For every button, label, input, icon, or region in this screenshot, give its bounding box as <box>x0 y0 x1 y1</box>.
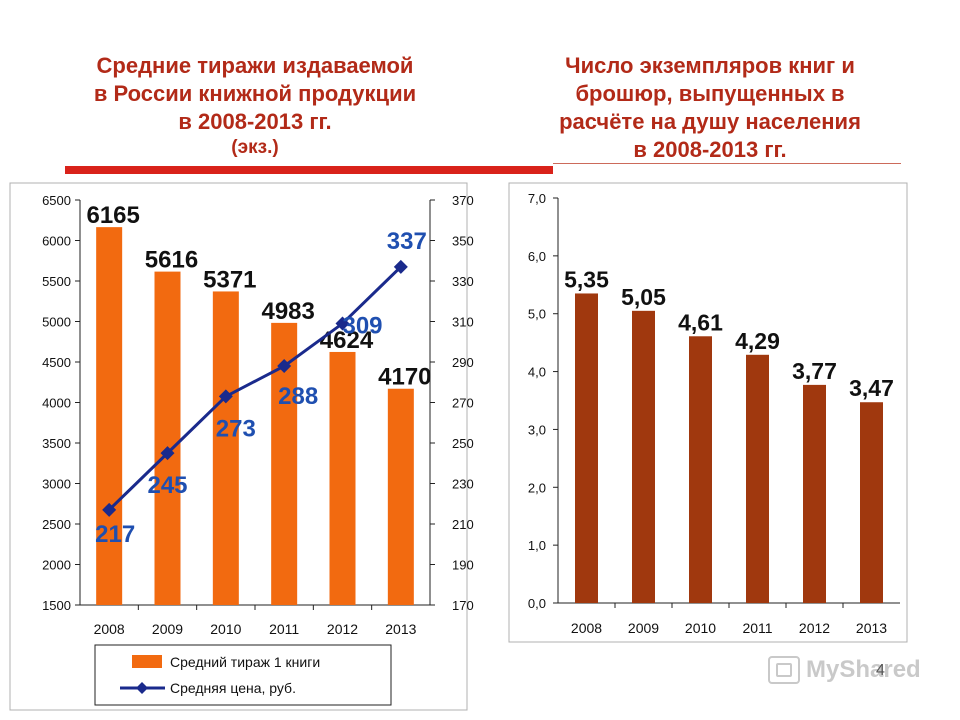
right-title-line-2: брошюр, выпущенных в <box>575 81 845 106</box>
bar-copies-per-capita <box>689 336 712 603</box>
line-point-marker <box>335 316 350 331</box>
right-chart-tick-label: 4,0 <box>528 365 546 380</box>
x-axis-tick-label: 2013 <box>385 621 416 637</box>
bar-data-label: 3,47 <box>849 375 894 401</box>
left-axis-tick-label: 3000 <box>42 477 71 492</box>
right-title-line-1: Число экземпляров книг и <box>565 53 855 78</box>
right-chart-tick-label: 3,0 <box>528 422 546 437</box>
right-chart-tick-label: 5,0 <box>528 307 546 322</box>
line-data-label: 273 <box>216 415 256 442</box>
left-axis-tick-label: 1500 <box>42 598 71 613</box>
line-point-marker <box>277 359 292 374</box>
legend-label-line: Средняя цена, руб. <box>170 680 296 696</box>
right-axis-tick-label: 370 <box>452 193 474 208</box>
right-chart-x-label: 2009 <box>628 620 659 636</box>
right-axis-tick-label: 330 <box>452 274 474 289</box>
right-chart-x-label: 2013 <box>856 620 887 636</box>
x-axis-tick-label: 2012 <box>327 621 358 637</box>
left-axis-tick-label: 2500 <box>42 517 71 532</box>
right-title-line-3: расчёте на душу населения <box>559 109 861 134</box>
x-axis-tick-label: 2010 <box>210 621 241 637</box>
line-point-marker <box>393 259 408 274</box>
right-chart-x-label: 2012 <box>799 620 830 636</box>
bar-data-label: 4,29 <box>735 328 780 354</box>
left-title-line-1: Средние тиражи издаваемой <box>96 53 414 78</box>
line-point-marker <box>160 446 175 461</box>
line-point-marker <box>218 389 233 404</box>
right-title-line-4: в 2008-2013 гг. <box>633 137 787 162</box>
line-data-label: 245 <box>147 472 187 499</box>
bar-data-label: 5371 <box>203 266 256 293</box>
right-axis-tick-label: 350 <box>452 234 474 249</box>
right-axis-tick-label: 290 <box>452 355 474 370</box>
right-axis-tick-label: 190 <box>452 558 474 573</box>
bar-copies-per-capita <box>575 293 598 603</box>
right-axis-tick-label: 210 <box>452 517 474 532</box>
left-axis-tick-label: 2000 <box>42 558 71 573</box>
line-point-marker <box>102 502 117 517</box>
right-axis-tick-label: 270 <box>452 396 474 411</box>
bar-copies-per-capita <box>803 384 826 603</box>
left-axis-tick-label: 5500 <box>42 274 71 289</box>
x-axis-tick-label: 2011 <box>269 621 299 637</box>
x-axis-tick-label: 2009 <box>152 621 183 637</box>
bar-circulation <box>154 271 181 605</box>
left-axis-tick-label: 6000 <box>42 234 71 249</box>
bar-circulation <box>96 227 123 605</box>
line-data-label: 288 <box>278 383 318 410</box>
left-title-line-3: в 2008-2013 гг. <box>178 109 332 134</box>
right-axis-tick-label: 170 <box>452 598 474 613</box>
accent-divider-bar <box>65 166 553 174</box>
left-axis-tick-label: 6500 <box>42 193 71 208</box>
bar-circulation <box>329 351 356 605</box>
line-data-label: 309 <box>342 313 382 340</box>
watermark-icon <box>768 656 800 684</box>
watermark-text: MyShared <box>806 656 921 683</box>
right-axis-tick-label: 230 <box>452 477 474 492</box>
right-chart-tick-label: 1,0 <box>528 538 546 553</box>
bar-data-label: 4624 <box>320 327 374 354</box>
bar-data-label: 5616 <box>145 247 198 274</box>
bar-circulation <box>212 291 239 605</box>
bar-copies-per-capita <box>860 402 883 603</box>
left-chart-title: Средние тиражи издаваемой в России книжн… <box>20 52 490 160</box>
left-axis-tick-label: 4500 <box>42 355 71 370</box>
line-data-label: 217 <box>95 521 135 548</box>
bar-data-label: 4170 <box>378 364 431 391</box>
right-axis-tick-label: 310 <box>452 315 474 330</box>
bar-copies-per-capita <box>746 354 769 603</box>
left-title-unit: (экз.) <box>231 137 279 158</box>
right-chart-x-label: 2008 <box>571 620 602 636</box>
watermark: MyShared <box>768 656 921 684</box>
right-chart-tick-label: 6,0 <box>528 249 546 264</box>
bar-data-label: 5,35 <box>564 266 609 292</box>
right-chart-title: Число экземпляров книг и брошюр, выпущен… <box>480 52 940 164</box>
x-axis-tick-label: 2008 <box>94 621 125 637</box>
left-axis-tick-label: 3500 <box>42 436 71 451</box>
legend-label-bar: Средний тираж 1 книги <box>170 654 320 670</box>
bar-data-label: 3,77 <box>792 358 837 384</box>
line-data-label: 337 <box>387 228 427 255</box>
bar-circulation <box>387 388 414 605</box>
right-chart-x-label: 2010 <box>685 620 716 636</box>
right-chart-tick-label: 2,0 <box>528 480 546 495</box>
right-axis-tick-label: 250 <box>452 436 474 451</box>
bar-data-label: 4,61 <box>678 309 723 335</box>
left-axis-tick-label: 5000 <box>42 315 71 330</box>
page-number: 4 <box>876 662 885 679</box>
line-avg-price <box>108 265 402 511</box>
legend-swatch-bar <box>132 655 162 668</box>
bar-data-label: 5,05 <box>621 284 666 310</box>
bar-data-label: 4983 <box>261 298 314 325</box>
right-chart-tick-label: 7,0 <box>528 191 546 206</box>
right-chart-x-label: 2011 <box>742 620 772 636</box>
divider-rule <box>553 163 901 164</box>
right-chart-tick-label: 0,0 <box>528 596 546 611</box>
bar-copies-per-capita <box>632 310 655 603</box>
legend-swatch-marker <box>136 682 148 694</box>
left-title-line-2: в России книжной продукции <box>93 81 417 106</box>
left-axis-tick-label: 4000 <box>42 396 71 411</box>
bar-data-label: 6165 <box>86 202 139 229</box>
